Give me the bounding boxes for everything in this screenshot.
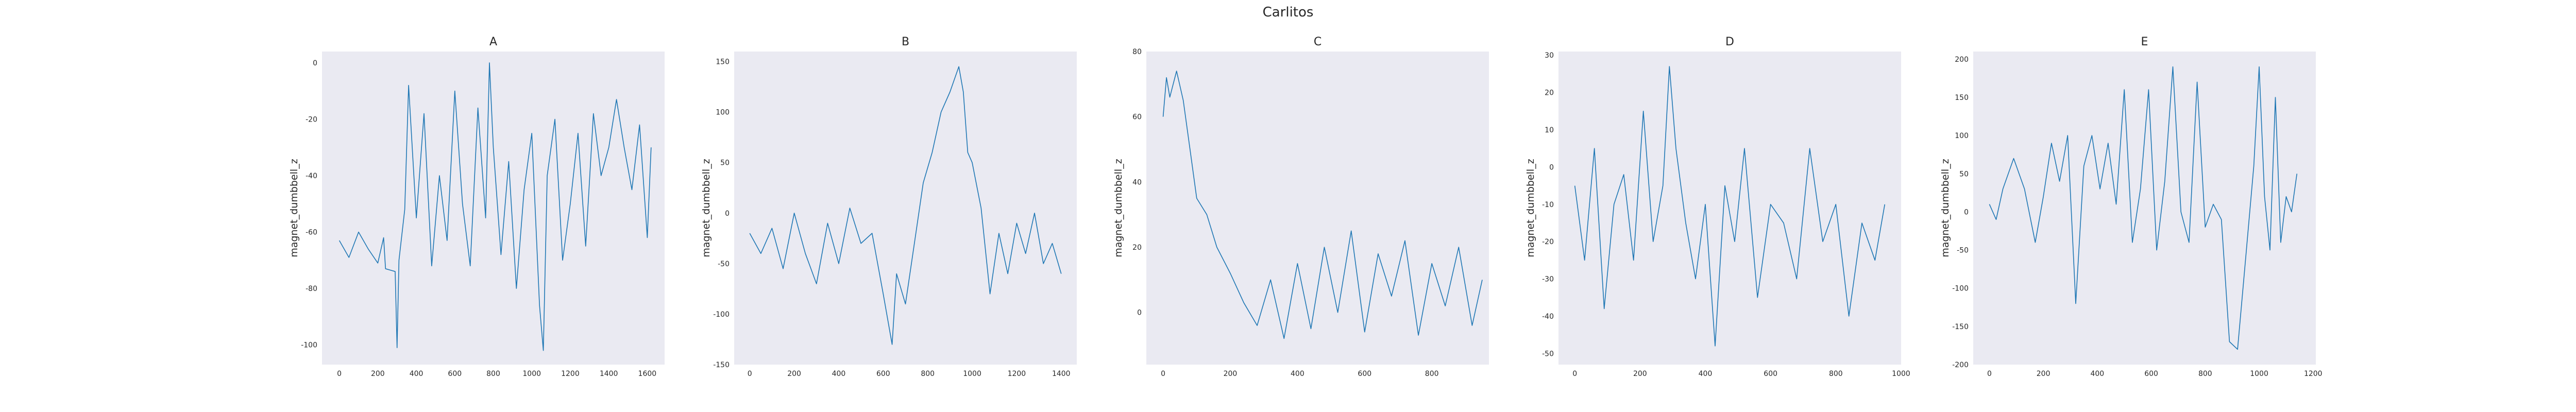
x-tick-label: 1200 — [561, 370, 580, 378]
x-tick-label: 800 — [921, 370, 935, 378]
y-tick-label: 20 — [1545, 89, 1554, 97]
series-line — [1989, 66, 2298, 350]
x-tick-label: 1600 — [638, 370, 657, 378]
y-tick-label: 0 — [1964, 208, 1969, 216]
x-tick-label: 0 — [1161, 370, 1165, 378]
y-tick-label: -60 — [306, 229, 317, 237]
y-tick-label: 20 — [1132, 244, 1142, 252]
x-tick-label: 200 — [2037, 370, 2050, 378]
x-tick-label: 200 — [787, 370, 801, 378]
x-tick-label: 1400 — [1052, 370, 1071, 378]
y-tick-label: 10 — [1545, 126, 1554, 134]
x-tick-label: 400 — [1699, 370, 1713, 378]
y-tick-label: -40 — [306, 172, 317, 180]
panel-title: A — [489, 36, 497, 48]
y-tick-label: -40 — [1542, 313, 1554, 321]
y-tick-label: -80 — [306, 285, 317, 293]
y-axis-label: magnet_dumbbell_z — [289, 159, 300, 257]
x-tick-label: 600 — [2144, 370, 2158, 378]
x-tick-label: 400 — [832, 370, 846, 378]
plot-area — [1558, 52, 1901, 365]
y-tick-label: -10 — [1542, 201, 1554, 209]
x-tick-label: 600 — [448, 370, 462, 378]
y-axis-label: magnet_dumbbell_z — [701, 159, 712, 257]
y-tick-label: 100 — [716, 109, 730, 117]
x-tick-label: 600 — [876, 370, 890, 378]
y-tick-label: -50 — [718, 260, 730, 268]
y-tick-label: -100 — [1952, 285, 1969, 293]
y-axis-label: magnet_dumbbell_z — [1113, 159, 1124, 257]
x-tick-label: 400 — [2090, 370, 2104, 378]
x-tick-label: 800 — [1829, 370, 1843, 378]
y-tick-label: 150 — [716, 58, 730, 66]
plot-area — [1146, 52, 1489, 365]
y-tick-label: 50 — [1959, 170, 1969, 178]
panel-title: E — [2141, 36, 2148, 48]
series-line — [749, 66, 1062, 345]
x-tick-label: 1000 — [522, 370, 541, 378]
panel-title: B — [902, 36, 909, 48]
x-tick-label: 0 — [1572, 370, 1577, 378]
x-tick-label: 1400 — [600, 370, 618, 378]
y-tick-label: 0 — [1137, 309, 1142, 317]
y-tick-label: 30 — [1545, 52, 1554, 60]
y-tick-label: 0 — [313, 59, 317, 67]
x-tick-label: 800 — [1425, 370, 1439, 378]
y-tick-label: 40 — [1132, 178, 1142, 186]
y-tick-label: 200 — [1955, 56, 1969, 64]
x-tick-label: 0 — [1987, 370, 1992, 378]
y-tick-label: 80 — [1132, 48, 1142, 56]
y-tick-label: -50 — [1957, 247, 1969, 255]
x-tick-label: 1000 — [1892, 370, 1910, 378]
y-tick-label: -100 — [713, 311, 730, 319]
x-tick-label: 0 — [748, 370, 752, 378]
plot-area — [1973, 52, 2316, 365]
x-tick-label: 600 — [1358, 370, 1371, 378]
series-line — [338, 62, 652, 351]
y-axis-label: magnet_dumbbell_z — [1525, 159, 1536, 257]
panel-title: C — [1314, 36, 1321, 48]
y-tick-label: -100 — [301, 341, 317, 350]
x-tick-label: 600 — [1764, 370, 1777, 378]
series-line — [1162, 71, 1483, 339]
x-tick-label: 1200 — [1008, 370, 1026, 378]
x-tick-label: 800 — [2198, 370, 2212, 378]
x-tick-label: 1200 — [2304, 370, 2323, 378]
y-tick-label: -50 — [1542, 350, 1554, 358]
x-tick-label: 200 — [371, 370, 385, 378]
y-tick-label: -20 — [306, 115, 317, 124]
y-tick-label: -20 — [1542, 238, 1554, 246]
x-tick-label: 200 — [1633, 370, 1647, 378]
y-tick-label: 60 — [1132, 113, 1142, 122]
series-line — [1574, 66, 1886, 347]
panel-title: D — [1725, 36, 1734, 48]
x-tick-label: 0 — [337, 370, 342, 378]
x-tick-label: 1000 — [963, 370, 981, 378]
plot-area — [734, 52, 1077, 365]
y-tick-label: -150 — [1952, 323, 1969, 331]
y-tick-label: 150 — [1955, 94, 1969, 102]
y-tick-label: -200 — [1952, 361, 1969, 369]
y-tick-label: 50 — [720, 159, 730, 167]
y-tick-label: 0 — [1549, 163, 1554, 171]
y-axis-label: magnet_dumbbell_z — [1940, 159, 1951, 257]
x-tick-label: 200 — [1224, 370, 1238, 378]
x-tick-label: 800 — [486, 370, 500, 378]
y-tick-label: -30 — [1542, 276, 1554, 284]
x-tick-label: 400 — [1291, 370, 1304, 378]
figure-title: Carlitos — [1263, 5, 1314, 20]
plot-area — [322, 52, 665, 365]
y-tick-label: -150 — [713, 361, 730, 369]
x-tick-label: 400 — [410, 370, 423, 378]
y-tick-label: 0 — [725, 210, 730, 218]
x-tick-label: 1000 — [2250, 370, 2268, 378]
y-tick-label: 100 — [1955, 132, 1969, 140]
